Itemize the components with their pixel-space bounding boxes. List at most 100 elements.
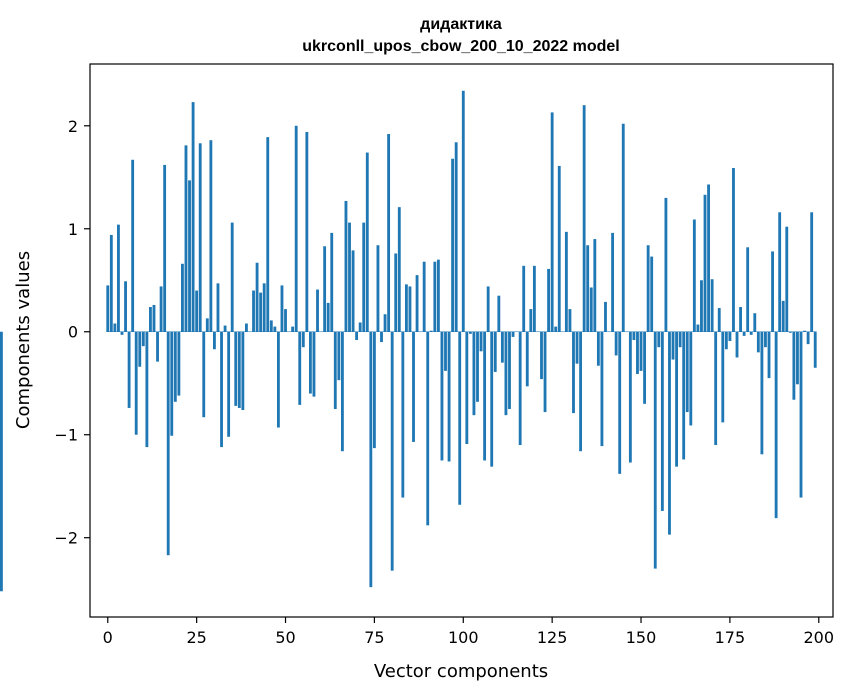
- bar-53: [294, 125, 298, 332]
- bar-180: [746, 247, 750, 332]
- bar-50: [284, 309, 287, 332]
- chart-title-line2: ukrconll_upos_cbow_200_10_2022 model: [302, 38, 619, 55]
- bar-64: [333, 331, 337, 409]
- bar-37: [237, 331, 241, 408]
- bar-154: [653, 331, 657, 569]
- bar-0: [106, 285, 110, 332]
- bar-151: [643, 331, 646, 404]
- bar-93: [436, 259, 440, 332]
- bar-42: [255, 262, 259, 332]
- bar-21: [181, 263, 184, 332]
- bar-97: [451, 158, 455, 332]
- bar-144: [618, 331, 622, 474]
- bar-48: [276, 331, 280, 428]
- bar-132: [575, 331, 579, 364]
- bar-82: [397, 207, 401, 332]
- bar-45: [266, 137, 270, 332]
- x-tick-label: 25: [186, 628, 206, 647]
- bar-169: [707, 184, 710, 332]
- bar-66: [340, 331, 344, 452]
- bar-161: [678, 331, 682, 348]
- bar-110: [497, 295, 501, 332]
- bar-102: [468, 331, 472, 334]
- bar-98: [454, 142, 458, 332]
- bar-133: [579, 331, 583, 452]
- bar-11: [145, 331, 149, 448]
- bar-111: [500, 331, 504, 363]
- bar-41: [252, 290, 255, 332]
- bar-179: [742, 331, 746, 336]
- bar-145: [621, 123, 625, 332]
- bar-27: [202, 331, 206, 418]
- bar-117: [522, 265, 526, 332]
- bar-19: [173, 331, 177, 402]
- bar-175: [728, 331, 732, 342]
- bar-100: [461, 90, 465, 332]
- bar-130: [568, 309, 572, 332]
- bar-75: [372, 331, 376, 449]
- y-axis-label: Components values: [13, 251, 34, 429]
- bar-20: [177, 331, 181, 396]
- bar-101: [465, 331, 469, 444]
- bar-12: [149, 307, 152, 332]
- bar-44: [262, 283, 266, 332]
- bar-56: [305, 131, 309, 332]
- bar-126: [554, 326, 558, 332]
- bar-118: [525, 331, 529, 387]
- bar-109: [493, 331, 497, 372]
- bar-94: [440, 331, 444, 461]
- bar-13: [152, 304, 156, 332]
- bar-58: [312, 331, 316, 397]
- bar-173: [721, 331, 725, 423]
- bar-131: [572, 331, 575, 414]
- bar-104: [476, 331, 479, 402]
- bar-49: [280, 285, 284, 332]
- bar-186: [767, 331, 771, 379]
- bar-54: [298, 331, 302, 405]
- bar-92: [433, 261, 437, 332]
- bar-143: [614, 331, 618, 356]
- bar-68: [348, 222, 351, 332]
- bar-114: [511, 331, 515, 337]
- bar-168: [703, 194, 707, 332]
- bar-185: [764, 331, 767, 348]
- bar-174: [724, 331, 728, 350]
- x-tick-label: 100: [448, 628, 479, 647]
- bar-80: [390, 331, 394, 571]
- bar-63: [330, 232, 334, 332]
- bar-35: [230, 222, 234, 332]
- x-tick-label: 175: [715, 628, 746, 647]
- bar-79: [387, 134, 391, 332]
- bar-170: [710, 279, 714, 332]
- bar-33: [223, 325, 227, 332]
- bar-199: [813, 331, 817, 368]
- bar-55: [301, 331, 305, 348]
- bar-105: [479, 331, 483, 352]
- bar-65: [337, 331, 341, 381]
- bar-119: [529, 309, 533, 332]
- bar-6: [127, 331, 131, 408]
- y-tick-label: 2: [68, 117, 78, 136]
- bar-73: [365, 152, 369, 332]
- bar-39: [245, 323, 248, 332]
- bar-112: [504, 331, 508, 416]
- x-axis-label: Vector components: [374, 661, 548, 682]
- bar-162: [682, 331, 686, 460]
- bar-166: [696, 324, 700, 332]
- bar-135: [586, 245, 590, 332]
- bar-150: [639, 331, 643, 371]
- y-tick-label: 0: [68, 323, 78, 342]
- bar-196: [803, 330, 806, 332]
- bar-198: [810, 212, 814, 332]
- bar-85: [408, 286, 412, 332]
- bar-178: [739, 307, 742, 332]
- y-tick-label: −2: [54, 529, 78, 548]
- bar-108: [490, 331, 494, 467]
- bar-155: [657, 331, 661, 348]
- bar-70: [355, 331, 359, 340]
- bars-group: [0, 90, 817, 592]
- bar-30: [213, 331, 216, 350]
- bar-182: [753, 313, 757, 332]
- bar-107: [486, 286, 490, 332]
